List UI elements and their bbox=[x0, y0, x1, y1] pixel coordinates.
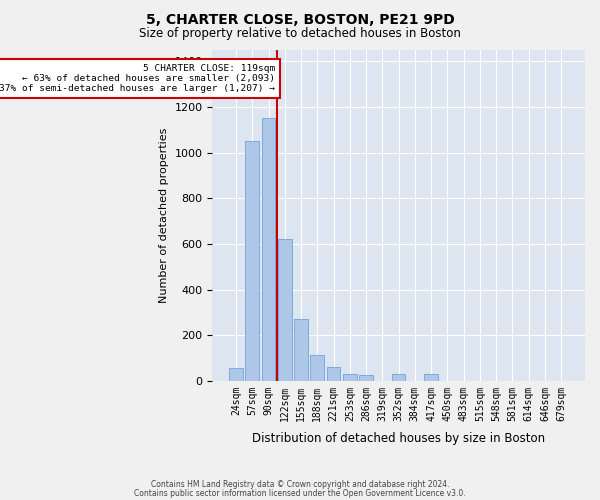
X-axis label: Distribution of detached houses by size in Boston: Distribution of detached houses by size … bbox=[252, 432, 545, 445]
Bar bbox=[392, 374, 406, 381]
Text: Size of property relative to detached houses in Boston: Size of property relative to detached ho… bbox=[139, 28, 461, 40]
Text: 5 CHARTER CLOSE: 119sqm
← 63% of detached houses are smaller (2,093)
37% of semi: 5 CHARTER CLOSE: 119sqm ← 63% of detache… bbox=[0, 64, 275, 94]
Bar bbox=[310, 354, 324, 381]
Bar bbox=[424, 374, 438, 381]
Text: 5, CHARTER CLOSE, BOSTON, PE21 9PD: 5, CHARTER CLOSE, BOSTON, PE21 9PD bbox=[146, 12, 454, 26]
Text: Contains public sector information licensed under the Open Government Licence v3: Contains public sector information licen… bbox=[134, 489, 466, 498]
Bar bbox=[326, 367, 340, 381]
Bar bbox=[359, 375, 373, 381]
Text: Contains HM Land Registry data © Crown copyright and database right 2024.: Contains HM Land Registry data © Crown c… bbox=[151, 480, 449, 489]
Bar bbox=[229, 368, 243, 381]
Y-axis label: Number of detached properties: Number of detached properties bbox=[159, 128, 169, 303]
Bar bbox=[245, 141, 259, 381]
Bar bbox=[278, 240, 292, 381]
Bar bbox=[294, 319, 308, 381]
Bar bbox=[262, 118, 275, 381]
Bar bbox=[343, 374, 357, 381]
